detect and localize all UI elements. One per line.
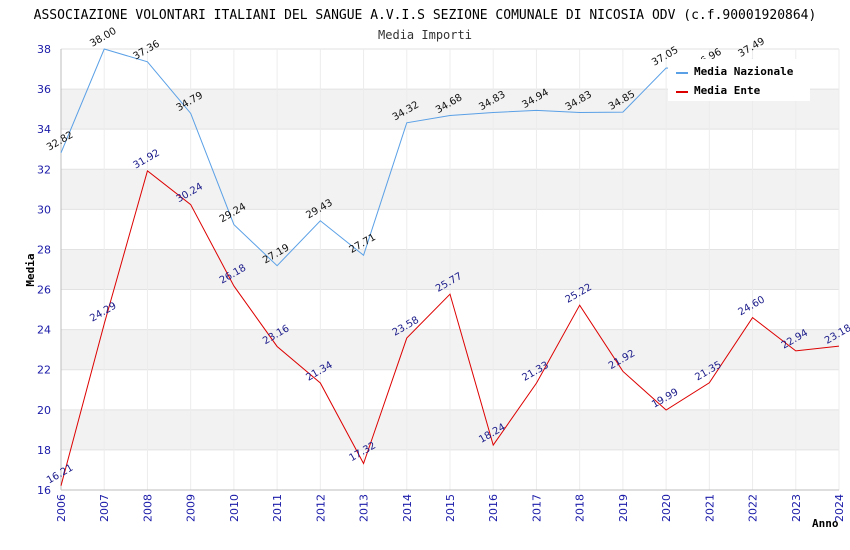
y-tick-label: 34 <box>37 123 51 136</box>
data-label: 24.29 <box>88 301 118 325</box>
x-tick-label: 2020 <box>660 494 673 522</box>
chart-subtitle: Media Importi <box>378 28 472 42</box>
x-tick-label: 2008 <box>141 494 154 522</box>
y-axis-label: Media <box>24 253 37 286</box>
legend-box <box>668 59 810 101</box>
legend: Media Nazionale Media Ente <box>668 59 810 101</box>
x-axis-ticks: 2006 2007 2008 2009 2010 2011 2012 2013 2014 2015… <box>55 494 846 522</box>
y-tick-label: 26 <box>37 284 51 297</box>
x-tick-label: 2011 <box>271 494 284 522</box>
data-label: 19.99 <box>650 387 680 411</box>
legend-label-ente: Media Ente <box>694 84 761 97</box>
data-label: 37.49 <box>737 36 767 60</box>
data-label: 31.92 <box>131 148 161 172</box>
y-tick-label: 24 <box>37 324 51 337</box>
y-tick-label: 30 <box>37 203 51 216</box>
x-axis-label: Anno <box>812 517 839 530</box>
x-tick-label: 2022 <box>747 494 760 522</box>
x-tick-label: 2018 <box>574 494 587 522</box>
x-tick-label: 2023 <box>790 494 803 522</box>
x-tick-label: 2010 <box>228 494 241 522</box>
x-tick-label: 2015 <box>444 494 457 522</box>
data-label: 38.00 <box>88 26 118 50</box>
y-tick-label: 36 <box>37 83 51 96</box>
y-tick-label: 28 <box>37 243 51 256</box>
y-axis-ticks: 16 18 20 22 24 26 28 30 32 34 36 38 <box>37 43 51 497</box>
x-tick-label: 2006 <box>55 494 68 522</box>
y-tick-label: 16 <box>37 484 51 497</box>
x-tick-label: 2024 <box>833 494 846 522</box>
x-tick-label: 2017 <box>530 494 543 522</box>
data-label: 37.36 <box>131 39 161 63</box>
series-lines <box>60 48 840 486</box>
y-tick-label: 22 <box>37 364 51 377</box>
x-tick-label: 2013 <box>358 494 371 522</box>
legend-label-nazionale: Media Nazionale <box>694 65 794 78</box>
series-line-media-nazionale <box>60 48 753 267</box>
y-tick-label: 32 <box>37 163 51 176</box>
x-tick-label: 2021 <box>703 494 716 522</box>
series-line-media-ente <box>60 170 840 486</box>
grid-lines <box>60 48 840 491</box>
data-label: 24.60 <box>737 294 767 318</box>
x-tick-label: 2007 <box>98 494 111 522</box>
x-tick-label: 2016 <box>487 494 500 522</box>
axes <box>60 49 839 491</box>
y-tick-label: 18 <box>37 444 51 457</box>
y-tick-label: 20 <box>37 404 51 417</box>
data-label: 16.21 <box>45 463 75 487</box>
x-tick-label: 2012 <box>314 494 327 522</box>
y-tick-label: 38 <box>37 43 51 56</box>
x-tick-label: 2009 <box>185 494 198 522</box>
x-tick-label: 2019 <box>617 494 630 522</box>
x-tick-label: 2014 <box>401 494 414 522</box>
chart-title: ASSOCIAZIONE VOLONTARI ITALIANI DEL SANG… <box>34 8 817 23</box>
